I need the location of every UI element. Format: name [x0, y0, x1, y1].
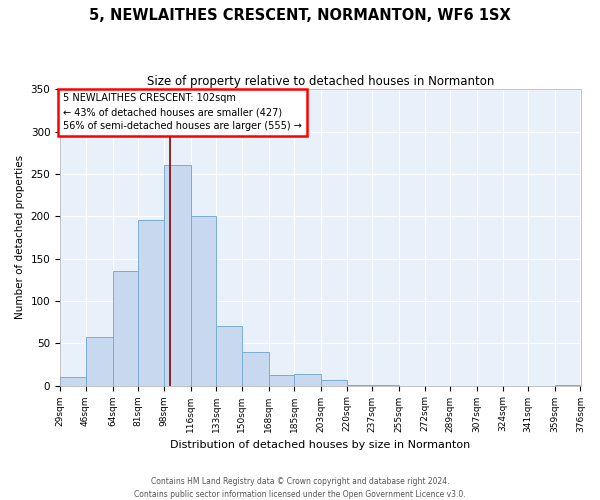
Bar [294, 374, 321, 386]
Text: Contains HM Land Registry data © Crown copyright and database right 2024.
Contai: Contains HM Land Registry data © Crown c… [134, 478, 466, 499]
Bar [555, 384, 580, 386]
Text: 5 NEWLAITHES CRESCENT: 102sqm
← 43% of detached houses are smaller (427)
56% of : 5 NEWLAITHES CRESCENT: 102sqm ← 43% of d… [63, 94, 302, 132]
Bar [216, 326, 242, 386]
Text: 5, NEWLAITHES CRESCENT, NORMANTON, WF6 1SX: 5, NEWLAITHES CRESCENT, NORMANTON, WF6 1… [89, 8, 511, 22]
Bar [372, 384, 399, 386]
Bar [164, 166, 191, 386]
Bar [347, 384, 372, 386]
Bar [113, 271, 138, 386]
X-axis label: Distribution of detached houses by size in Normanton: Distribution of detached houses by size … [170, 440, 470, 450]
Bar [86, 338, 113, 386]
Title: Size of property relative to detached houses in Normanton: Size of property relative to detached ho… [146, 75, 494, 88]
Bar [242, 352, 269, 386]
Bar [191, 216, 216, 386]
Bar [269, 374, 294, 386]
Bar [138, 220, 164, 386]
Bar [60, 377, 86, 386]
Y-axis label: Number of detached properties: Number of detached properties [15, 156, 25, 320]
Bar [321, 380, 347, 386]
